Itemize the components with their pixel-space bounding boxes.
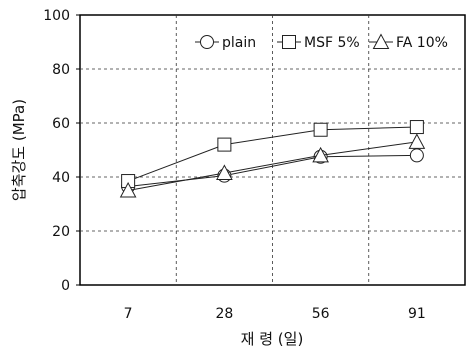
series-line — [128, 141, 417, 191]
x-tick-label: 7 — [124, 306, 133, 322]
legend-item: MSF 5% — [277, 35, 360, 51]
series-line — [128, 154, 417, 187]
data-point — [217, 137, 232, 152]
series-1 — [121, 120, 424, 189]
data-point — [119, 181, 137, 198]
x-tick-label: 91 — [408, 306, 426, 322]
legend-label: FA 10% — [396, 35, 448, 51]
legend-label: MSF 5% — [304, 35, 360, 51]
x-axis-ticks: 7 28 56 91 — [124, 306, 426, 322]
data-point — [313, 122, 328, 137]
y-tick-label: 80 — [52, 62, 70, 78]
series-2 — [119, 133, 426, 198]
grid-lines — [80, 15, 465, 285]
y-axis-ticks: 0 20 40 60 80 100 — [43, 8, 80, 294]
data-point — [409, 120, 424, 135]
series-group — [119, 120, 426, 198]
data-point — [312, 146, 329, 163]
series-line — [127, 126, 417, 182]
data-point — [409, 148, 424, 163]
y-axis-title: 압축강도 (MPa) — [10, 99, 28, 201]
x-tick-label: 28 — [215, 306, 233, 322]
x-axis-title: 재 령 (일) — [241, 330, 304, 348]
legend-item: plain — [195, 35, 256, 51]
y-tick-label: 0 — [61, 278, 70, 294]
y-tick-label: 40 — [52, 170, 70, 186]
y-tick-label: 20 — [52, 224, 70, 240]
legend-label: plain — [222, 35, 256, 51]
data-point — [216, 164, 233, 180]
legend-marker — [200, 35, 214, 49]
data-point — [408, 133, 426, 149]
legend: plain MSF 5% FA 10% — [195, 33, 448, 51]
legend-item: FA 10% — [369, 33, 448, 51]
legend-marker — [282, 35, 296, 49]
y-tick-label: 60 — [52, 116, 70, 132]
legend-marker — [372, 33, 390, 49]
y-tick-label: 100 — [43, 8, 70, 24]
x-tick-label: 56 — [312, 306, 330, 322]
